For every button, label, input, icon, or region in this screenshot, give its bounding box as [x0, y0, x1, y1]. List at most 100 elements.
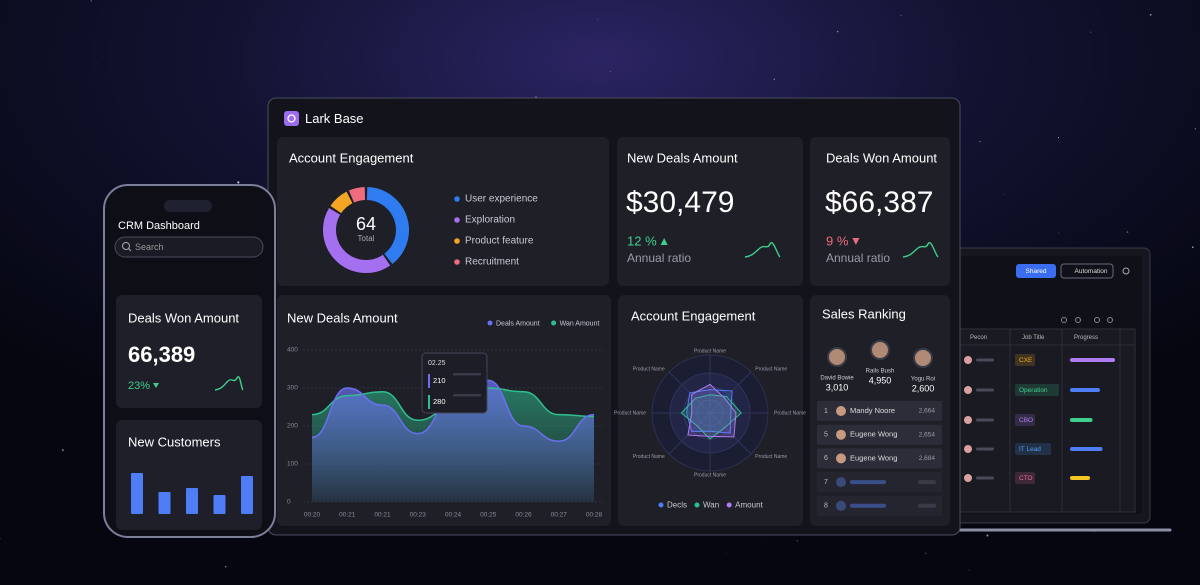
star	[773, 78, 775, 80]
star	[597, 18, 599, 20]
rank: 8	[824, 503, 828, 510]
change-arrow	[852, 238, 860, 245]
role: CTO	[1019, 475, 1033, 482]
card	[810, 137, 950, 286]
kpi-subtitle: Annual ratio	[627, 251, 691, 265]
toolbar-icon	[1094, 317, 1100, 323]
top-score: 2,600	[912, 383, 935, 393]
star	[1194, 127, 1197, 130]
avatar	[913, 348, 933, 368]
sparkline	[902, 242, 939, 258]
x-tick-label: 00:25	[480, 512, 497, 519]
star	[225, 566, 227, 568]
kpi-change: 12 %	[627, 233, 657, 248]
column-header: Progress	[1074, 335, 1098, 341]
x-tick-label: 00:21	[339, 512, 356, 519]
row-name: Eugene Wong	[850, 430, 897, 439]
name-placeholder	[976, 447, 994, 451]
star	[1004, 194, 1005, 195]
y-tick-label: 300	[287, 385, 298, 392]
top-name: David Bowie	[820, 376, 854, 382]
bar	[213, 495, 226, 514]
legend-label: Decls	[667, 501, 687, 510]
x-tick-label: 00:21	[374, 512, 391, 519]
rank: 7	[824, 479, 828, 486]
radar-shape	[687, 383, 737, 438]
role: CXE	[1019, 357, 1033, 364]
star	[96, 63, 97, 64]
tooltip-value: 210	[433, 376, 446, 385]
star	[925, 552, 927, 554]
radar-axis	[709, 371, 752, 414]
legend-dot	[726, 502, 732, 508]
app-icon	[284, 111, 299, 126]
star	[836, 30, 839, 33]
change-arrow	[153, 383, 160, 388]
column-header: Job Title	[1022, 335, 1045, 341]
button-label: Automation	[1075, 268, 1108, 275]
radar-axis-label: Product Name	[694, 348, 726, 354]
radar-axis-label: Product Name	[614, 410, 646, 416]
star	[900, 14, 902, 16]
star	[237, 181, 240, 184]
search-placeholder: Search	[135, 242, 164, 252]
avatar	[964, 445, 972, 453]
x-tick-label: 00:28	[586, 512, 603, 519]
star	[1090, 31, 1092, 33]
bar	[158, 492, 171, 514]
change-arrow	[660, 238, 668, 245]
x-tick-label: 00:27	[551, 512, 568, 519]
legend-dot	[658, 502, 664, 508]
tooltip-marker	[428, 374, 430, 388]
role-tag	[1015, 472, 1035, 484]
donut-total: 64	[356, 214, 376, 234]
top-name: Rails Bush	[866, 369, 895, 375]
radar-axis	[668, 412, 711, 455]
legend-label: User experience	[465, 194, 538, 205]
rank: 1	[824, 408, 828, 415]
donut-segment	[323, 208, 391, 273]
bell-icon	[1122, 267, 1130, 275]
phone-notch	[164, 200, 212, 212]
role-tag	[1015, 443, 1051, 455]
radar-axis-label: Product Name	[755, 454, 787, 460]
legend-label: Wan	[703, 501, 719, 510]
star	[1058, 232, 1060, 234]
donut-total-label: Total	[358, 234, 375, 243]
legend-dot	[551, 320, 557, 326]
bar	[131, 473, 143, 514]
rank: 6	[824, 455, 828, 462]
legend-dot	[454, 196, 460, 202]
x-tick-label: 00:23	[410, 512, 427, 519]
legend-dot	[694, 502, 700, 508]
role: Operation	[1019, 387, 1048, 394]
tooltip-value: 280	[433, 397, 446, 406]
name-placeholder	[976, 418, 994, 422]
row-placeholder	[918, 503, 936, 508]
button-label: Shared	[1026, 268, 1047, 275]
bar	[186, 488, 198, 514]
button	[1016, 264, 1056, 278]
app-icon-glyph	[287, 114, 296, 123]
toolbar-icon	[1107, 317, 1113, 323]
legend-label: Deals Amount	[496, 320, 540, 327]
row-score: 2,684	[919, 455, 936, 462]
card-title: Account Engagement	[289, 150, 414, 165]
row-placeholder	[918, 480, 936, 485]
legend-label: Recruitment	[465, 257, 519, 268]
legend-dot	[454, 217, 460, 223]
star	[979, 141, 981, 143]
legend-label: Product feature	[465, 236, 534, 247]
avatar	[836, 500, 846, 511]
avatar	[964, 356, 972, 364]
star	[1191, 246, 1194, 249]
role-tag	[1015, 414, 1035, 426]
sparkline	[214, 376, 244, 391]
tooltip-marker	[428, 395, 430, 409]
avatar	[964, 386, 972, 394]
card-title: New Deals Amount	[287, 310, 398, 325]
rank: 5	[824, 432, 828, 439]
card-title: Deals Won Amount	[826, 150, 937, 165]
x-tick-label: 00:20	[304, 512, 321, 519]
progress-bar	[1070, 418, 1093, 422]
